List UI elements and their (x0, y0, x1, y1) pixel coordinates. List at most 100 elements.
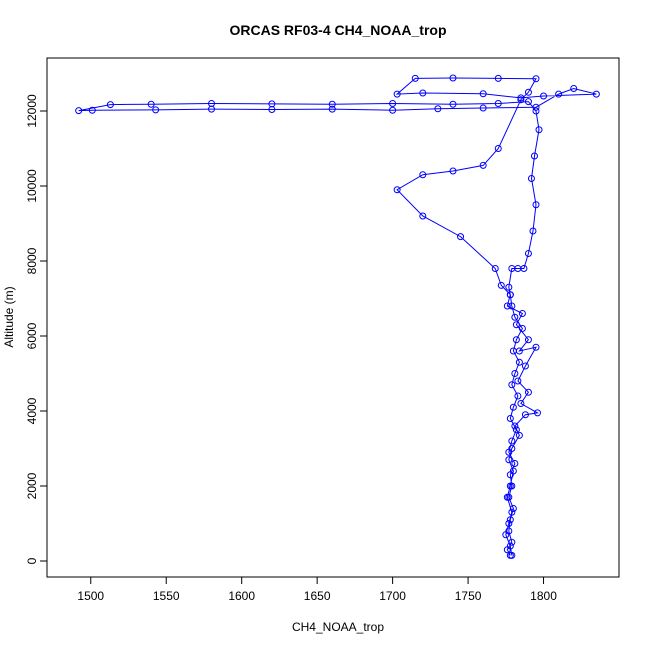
data-point (512, 426, 520, 434)
data-point (502, 531, 510, 539)
data-point (530, 152, 538, 160)
data-point (449, 167, 457, 175)
y-tick-label: 6000 (25, 322, 39, 349)
data-point (555, 90, 563, 98)
data-point (534, 409, 542, 417)
y-tick-label: 2000 (25, 472, 39, 499)
data-point (511, 422, 519, 430)
data-point (419, 89, 427, 97)
data-point (532, 107, 540, 115)
data-point (88, 106, 96, 114)
data-point (532, 201, 540, 209)
data-point (524, 98, 532, 106)
x-tick-label: 1750 (455, 589, 482, 603)
x-tick-label: 1650 (304, 589, 331, 603)
data-point (527, 174, 535, 182)
data-point (515, 358, 523, 366)
x-tick-label: 1550 (153, 589, 180, 603)
chart-title: ORCAS RF03-4 CH4_NOAA_trop (229, 22, 446, 38)
data-point (479, 90, 487, 98)
data-point (506, 414, 514, 422)
data-point (514, 377, 522, 385)
data-point (535, 126, 543, 134)
data-point (152, 106, 160, 114)
data-point (479, 161, 487, 169)
data-point (521, 411, 529, 419)
data-point (491, 264, 499, 272)
data-point (505, 456, 513, 464)
y-axis-label: Altitude (m) (2, 286, 16, 347)
data-point (512, 336, 520, 344)
data-point (508, 437, 516, 445)
data-point (506, 482, 514, 490)
data-point (503, 302, 511, 310)
data-point (592, 90, 600, 98)
data-point (524, 88, 532, 96)
data-point (511, 369, 519, 377)
data-point (434, 105, 442, 113)
data-point (411, 74, 419, 82)
data-point (393, 90, 401, 98)
data-point (529, 227, 537, 235)
data-point (457, 233, 465, 241)
data-point (389, 99, 397, 107)
data-point (508, 444, 516, 452)
data-point (106, 101, 114, 109)
y-tick-label: 4000 (25, 397, 39, 424)
x-tick-label: 1500 (77, 589, 104, 603)
data-point (449, 74, 457, 82)
data-point (508, 302, 516, 310)
data-point (508, 508, 516, 516)
data-point (524, 388, 532, 396)
data-point (508, 381, 516, 389)
data-point (328, 100, 336, 108)
data-point (419, 212, 427, 220)
data-point (393, 186, 401, 194)
data-point (509, 403, 517, 411)
data-point (506, 542, 514, 550)
data-point (517, 399, 525, 407)
data-point (570, 84, 578, 92)
data-point (268, 105, 276, 113)
data-point (517, 94, 525, 102)
x-tick-label: 1800 (530, 589, 557, 603)
data-point (508, 551, 516, 559)
data-point (389, 106, 397, 114)
data-point (497, 281, 505, 289)
y-tick-label: 10000 (25, 169, 39, 203)
data-point (518, 324, 526, 332)
data-point (515, 347, 523, 355)
data-point (506, 291, 514, 299)
data-point (503, 493, 511, 501)
data-point (517, 96, 525, 104)
data-point (515, 431, 523, 439)
data-point (509, 504, 517, 512)
x-tick-label: 1600 (228, 589, 255, 603)
y-tick-label: 8000 (25, 247, 39, 274)
data-point (208, 105, 216, 113)
data-point (505, 519, 513, 527)
data-point (524, 336, 532, 344)
data-point (494, 99, 502, 107)
data-point (511, 313, 519, 321)
data-point (508, 538, 516, 546)
data-point (512, 321, 520, 329)
data-point (532, 343, 540, 351)
data-line (78, 77, 597, 556)
y-tick-label: 12000 (25, 94, 39, 128)
data-point (494, 74, 502, 82)
data-point (520, 264, 528, 272)
data-point (532, 103, 540, 111)
data-point (521, 362, 529, 370)
data-point (147, 100, 155, 108)
data-point (449, 100, 457, 108)
data-point (419, 171, 427, 179)
data-point (524, 249, 532, 257)
y-tick-label: 0 (25, 557, 39, 564)
data-point (532, 75, 540, 83)
x-tick-label: 1700 (379, 589, 406, 603)
x-axis-label: CH4_NOAA_trop (292, 620, 384, 634)
data-point (518, 309, 526, 317)
data-point (506, 516, 514, 524)
